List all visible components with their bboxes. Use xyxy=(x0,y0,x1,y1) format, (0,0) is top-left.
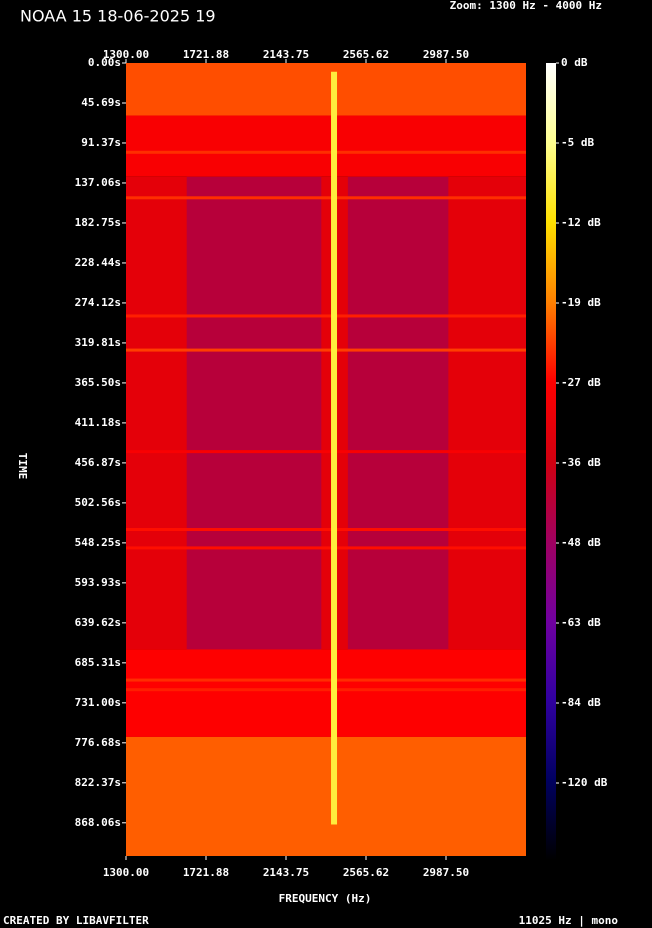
spectrum-line xyxy=(126,546,526,550)
spectrum-line xyxy=(126,348,526,352)
colorbar xyxy=(546,63,556,860)
x-tick-label: 2143.75 xyxy=(263,866,309,879)
y-tick-label: 91.37s xyxy=(81,136,121,149)
colorbar-tick-label: -12 dB xyxy=(561,216,601,229)
y-tick-label: 776.68s xyxy=(75,736,121,749)
spectrum-line xyxy=(126,450,526,454)
spectrum-cell xyxy=(126,63,526,116)
y-tick-label: 228.44s xyxy=(75,256,121,269)
y-tick-label: 593.93s xyxy=(75,576,121,589)
spectrum-line xyxy=(126,150,526,154)
colorbar-tick-label: -84 dB xyxy=(561,696,601,709)
colorbar-tick-label: -5 dB xyxy=(561,136,594,149)
spectrum-line xyxy=(126,678,526,682)
x-tick-label: 2987.50 xyxy=(423,48,469,61)
colorbar-tick-label: -120 dB xyxy=(561,776,608,789)
spectrum-line xyxy=(126,688,526,692)
spectrum-cell xyxy=(126,176,526,650)
y-tick-label: 731.00s xyxy=(75,696,121,709)
y-tick-label: 0.00s xyxy=(88,56,121,69)
x-tick-label: 2565.62 xyxy=(343,866,389,879)
y-tick-label: 502.56s xyxy=(75,496,121,509)
colorbar-tick-label: -27 dB xyxy=(561,376,601,389)
colorbar-tick-label: -19 dB xyxy=(561,296,601,309)
y-tick-label: 319.81s xyxy=(75,336,121,349)
x-tick-label: 2987.50 xyxy=(423,866,469,879)
spectrum-cell xyxy=(126,649,526,737)
colorbar-tick-label: 0 dB xyxy=(561,56,588,69)
colorbar-tick-label: -48 dB xyxy=(561,536,601,549)
y-tick-label: 548.25s xyxy=(75,536,121,549)
signal-trace xyxy=(331,71,338,825)
y-tick-label: 456.87s xyxy=(75,456,121,469)
spectrum-line xyxy=(126,196,526,200)
y-tick-label: 411.18s xyxy=(75,416,121,429)
x-tick-label: 2565.62 xyxy=(343,48,389,61)
spectrum-cell xyxy=(126,736,526,856)
subtitle: Zoom: 1300 Hz - 4000 Hz xyxy=(450,0,602,12)
y-tick-label: 639.62s xyxy=(75,616,121,629)
colorbar-tick-label: -63 dB xyxy=(561,616,601,629)
y-tick-label: 822.37s xyxy=(75,776,121,789)
x-tick-label: 1300.00 xyxy=(103,48,149,61)
y-tick-label: 45.69s xyxy=(81,96,121,109)
spectrum-line xyxy=(126,528,526,532)
x-tick-label: 2143.75 xyxy=(263,48,309,61)
y-tick-label: 182.75s xyxy=(75,216,121,229)
chart-title: NOAA 15 18-06-2025 19 xyxy=(20,7,216,26)
spectrum-line xyxy=(126,314,526,318)
y-axis-label: TIME xyxy=(16,453,29,480)
y-tick-label: 274.12s xyxy=(75,296,121,309)
y-tick-label: 137.06s xyxy=(75,176,121,189)
spectrum-cell xyxy=(347,176,449,650)
x-tick-label: 1721.88 xyxy=(183,48,229,61)
y-tick-label: 868.06s xyxy=(75,816,121,829)
plot-area xyxy=(126,63,526,856)
spectrum-cell xyxy=(126,115,526,177)
footer-left: CREATED BY LIBAVFILTER xyxy=(3,914,149,927)
footer-right: 11025 Hz | mono xyxy=(519,914,619,927)
x-tick-label: 1300.00 xyxy=(103,866,149,879)
y-tick-label: 685.31s xyxy=(75,656,121,669)
spectrum-cell xyxy=(186,176,322,650)
y-tick-label: 365.50s xyxy=(75,376,121,389)
x-axis-label: FREQUENCY (Hz) xyxy=(279,892,372,905)
x-tick-label: 1721.88 xyxy=(183,866,229,879)
colorbar-tick-label: -36 dB xyxy=(561,456,601,469)
